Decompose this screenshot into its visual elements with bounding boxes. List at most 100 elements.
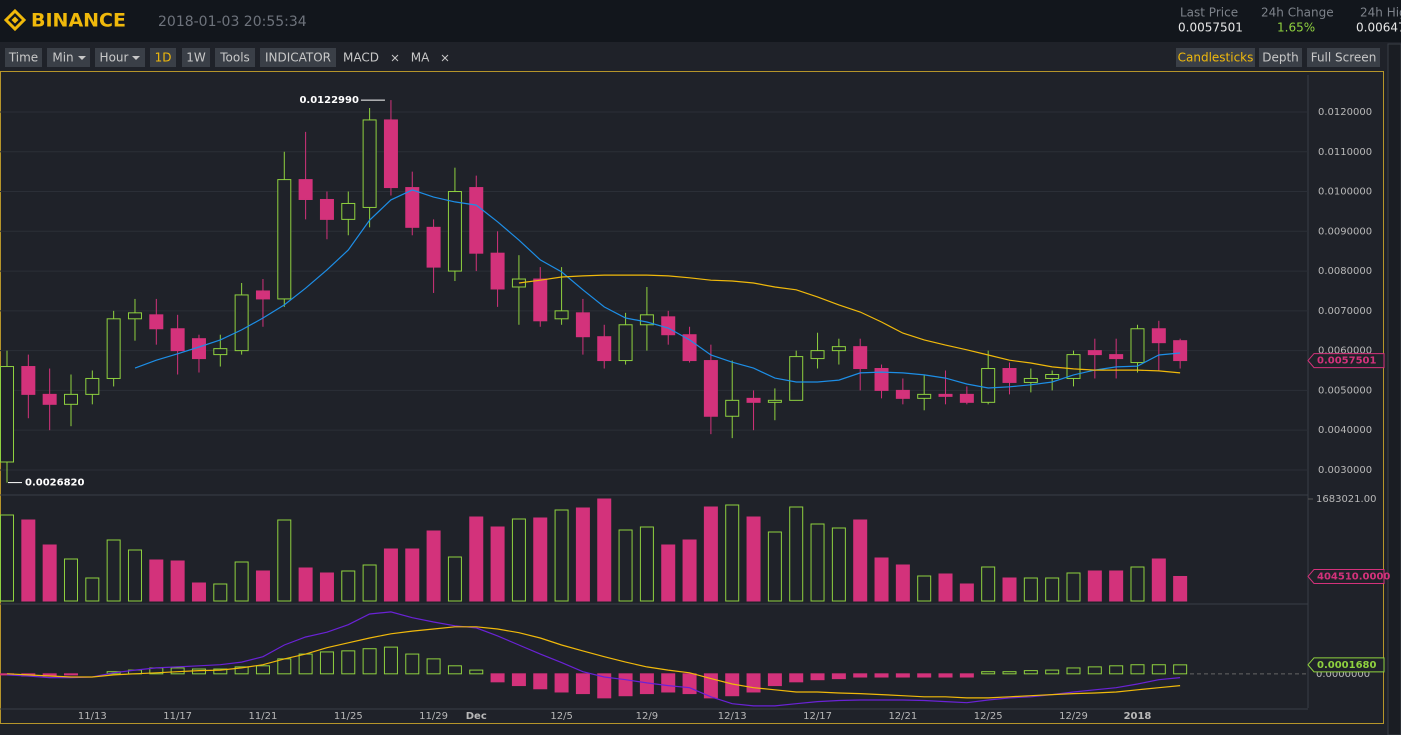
candle-body	[362, 119, 377, 208]
button-label: Depth	[1262, 51, 1299, 65]
macd-bar	[106, 671, 121, 675]
volume-bar	[426, 530, 441, 602]
y-tick-label: 0.0050000	[1318, 385, 1372, 396]
candle-body	[63, 393, 78, 405]
last-price-tag-box	[1307, 353, 1385, 369]
dropdown[interactable]: Min	[47, 48, 90, 67]
candle-body	[895, 389, 910, 399]
button[interactable]: Full Screen	[1307, 48, 1380, 67]
macd-bar	[746, 673, 761, 693]
x-tick-label: 11/29	[419, 711, 448, 722]
candle-body	[447, 191, 462, 272]
candle-body	[575, 312, 590, 338]
caret	[132, 56, 140, 60]
last-macd-tag-box	[1307, 657, 1385, 673]
volume-bar	[767, 531, 782, 602]
macd-bar	[682, 673, 697, 695]
volume-bar	[255, 570, 270, 602]
ma-line	[134, 189, 1181, 389]
candle-body	[917, 393, 932, 399]
button[interactable]: Candlesticks	[1176, 48, 1255, 67]
candle-body	[319, 198, 334, 220]
button-bg	[95, 48, 145, 67]
candle-body	[298, 179, 313, 200]
logo[interactable]: BINANCE	[3, 8, 126, 32]
stat-value: 0.0057501	[1178, 21, 1243, 35]
x-tick-label: 12/9	[636, 711, 658, 722]
y-tick-label: 0.0000000	[1316, 669, 1370, 680]
button[interactable]: INDICATOR	[260, 48, 336, 67]
x-tick-label: 12/17	[803, 711, 832, 722]
volume-bar	[853, 519, 868, 602]
x-tick-label: 11/17	[163, 711, 192, 722]
button-label: Candlesticks	[1178, 51, 1254, 65]
x-tick-label: 11/21	[249, 711, 278, 722]
macd-bar	[298, 653, 313, 675]
candle-body	[725, 399, 740, 417]
button[interactable]: Tools	[215, 48, 255, 67]
y-tick-label: 0.0080000	[1318, 266, 1372, 277]
volume-bar	[639, 526, 654, 602]
button-bg	[260, 48, 336, 67]
candle-body	[1045, 373, 1060, 379]
candle-body	[618, 324, 633, 362]
x-tick-label: Dec	[466, 711, 487, 722]
volume-bar	[42, 544, 57, 602]
macd-bar	[1045, 669, 1060, 675]
volume-bar	[1151, 558, 1166, 602]
candle-body	[127, 312, 142, 320]
volume-bar	[895, 564, 910, 602]
volume-bar	[21, 519, 36, 602]
button[interactable]: 1D	[150, 48, 176, 67]
volume-bar	[447, 556, 462, 602]
button[interactable]: 1W	[182, 48, 210, 67]
volume-bar	[149, 559, 164, 602]
macd-bar	[938, 673, 953, 678]
macd-bar	[767, 673, 782, 687]
candle-body	[831, 346, 846, 352]
volume-bar	[981, 566, 996, 602]
button[interactable]: Time	[5, 48, 42, 67]
button-bg	[5, 48, 42, 67]
volume-bar	[1130, 566, 1145, 602]
candle-body	[426, 226, 441, 268]
macd-bar	[277, 658, 292, 675]
macd-bar	[1151, 664, 1166, 675]
x-tick-label: 12/25	[974, 711, 1003, 722]
x-tick-label: 12/5	[550, 711, 572, 722]
y-tick-label: 0.0090000	[1318, 226, 1372, 237]
macd-bar	[789, 673, 804, 683]
logo-icon-core	[11, 16, 19, 24]
button[interactable]: Depth	[1259, 48, 1302, 67]
candle-body	[490, 252, 505, 290]
volume-bar	[362, 564, 377, 602]
volume-bar	[106, 539, 121, 602]
remove-icon[interactable]	[441, 54, 449, 62]
candle-body	[767, 399, 782, 403]
volume-bar	[874, 557, 889, 602]
dropdown[interactable]: Hour	[95, 48, 145, 67]
candle-body	[789, 356, 804, 401]
candle-body	[106, 318, 121, 379]
candle-body	[1002, 368, 1017, 383]
macd-bar	[981, 671, 996, 675]
button-bg	[1307, 48, 1380, 67]
candle-body	[533, 278, 548, 322]
min-label: 0.0026820	[25, 478, 85, 489]
stat-value: 0.00647	[1356, 21, 1401, 35]
button-label: Time	[8, 51, 38, 65]
volume-bar	[1173, 575, 1188, 602]
volume-bar	[341, 570, 356, 602]
ma-line	[518, 274, 1181, 374]
macd-bar	[426, 658, 441, 675]
x-tick-label: 11/13	[78, 711, 107, 722]
candle-body	[21, 366, 36, 395]
remove-icon[interactable]	[391, 54, 399, 62]
candle-body	[703, 360, 718, 417]
macd-bar	[1002, 671, 1017, 675]
button-bg	[150, 48, 176, 67]
macd-bar	[490, 673, 505, 683]
candle-body	[853, 346, 868, 370]
volume-bar	[1002, 577, 1017, 602]
